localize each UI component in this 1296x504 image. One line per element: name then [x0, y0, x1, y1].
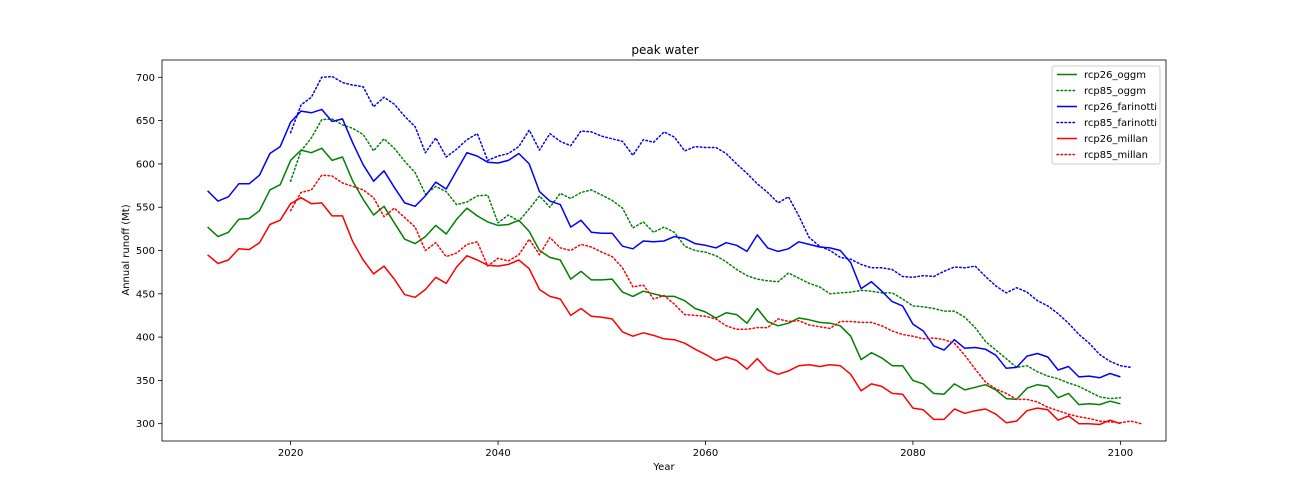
- y-tick-label: 650: [136, 116, 155, 127]
- legend-label: rcp26_millan: [1084, 134, 1148, 145]
- series-line-rcp85_millan: [289, 174, 1142, 425]
- x-axis-label: Year: [652, 462, 675, 473]
- y-axis-label: Annual runoff (Mt): [121, 204, 132, 295]
- y-tick-label: 600: [136, 159, 155, 170]
- legend: rcp26_oggm rcp85_oggm rcp26_farinotti rcp85…: [1051, 65, 1161, 165]
- y-tick-label: 400: [136, 333, 155, 344]
- y-tick-label: 350: [136, 376, 155, 387]
- x-tick-label: 2020: [278, 448, 303, 459]
- y-tick-label: 500: [136, 246, 155, 257]
- x-axis: 2020 2040 2060 2080 2100: [278, 441, 1133, 459]
- series-line-rcp26_farinotti: [207, 108, 1121, 379]
- x-tick-label: 2080: [900, 448, 925, 459]
- plot-lines: [207, 75, 1142, 426]
- chart-title: peak water: [631, 43, 698, 57]
- x-tick-label: 2040: [485, 448, 510, 459]
- legend-box: [1051, 65, 1161, 165]
- x-tick-label: 2100: [1108, 448, 1133, 459]
- y-tick-label: 550: [136, 203, 155, 214]
- series-line-rcp26_oggm: [207, 147, 1121, 406]
- legend-label: rcp85_farinotti: [1084, 118, 1157, 129]
- y-axis: 300 350 400 450 500 550 600 650 700: [136, 73, 162, 430]
- y-tick-label: 300: [136, 419, 155, 430]
- legend-label: rcp85_oggm: [1084, 86, 1146, 97]
- legend-label: rcp26_oggm: [1084, 70, 1146, 81]
- x-tick-label: 2060: [693, 448, 718, 459]
- series-line-rcp85_farinotti: [289, 75, 1132, 369]
- legend-label: rcp26_farinotti: [1084, 102, 1157, 113]
- series-line-rcp26_millan: [207, 196, 1121, 426]
- y-tick-label: 450: [136, 289, 155, 300]
- series-line-rcp85_oggm: [289, 118, 1122, 400]
- legend-label: rcp85_millan: [1084, 150, 1148, 161]
- plot-frame: [161, 59, 1167, 442]
- y-tick-label: 700: [136, 73, 155, 84]
